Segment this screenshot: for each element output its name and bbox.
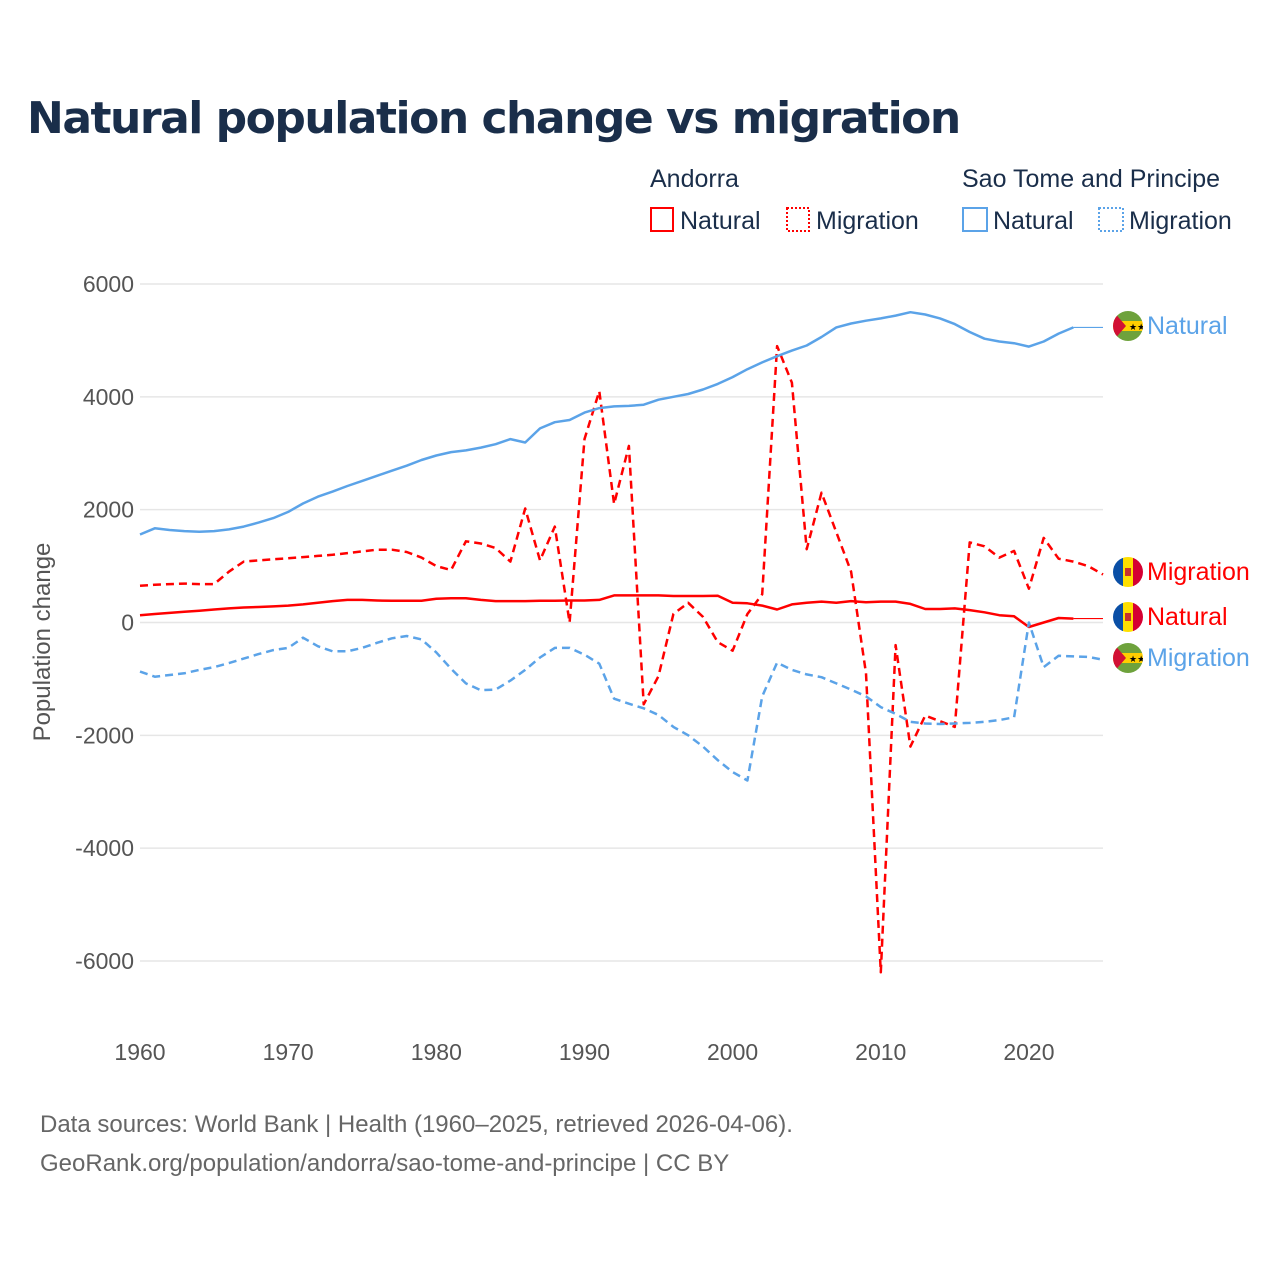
legend-label-andorra-natural[interactable]: Natural [680, 207, 761, 235]
series-line-andorra-migration[interactable] [139, 344, 1104, 974]
x-tick-label: 2000 [707, 1039, 758, 1065]
y-tick-label: -4000 [75, 835, 134, 861]
y-tick-label: -2000 [75, 722, 134, 748]
legend-swatch-sao-tome-migration[interactable] [1098, 207, 1124, 232]
legend-swatch-andorra-natural[interactable] [650, 207, 674, 232]
legend: Andorra Natural Migration Sao Tome and P… [650, 165, 1232, 235]
x-tick-label: 1970 [263, 1039, 314, 1065]
series-line-sao-tome-and-principe-natural[interactable] [139, 310, 1074, 536]
y-tick-label: 0 [121, 610, 134, 636]
x-tick-label: 2010 [855, 1039, 906, 1065]
andorra-flag-icon [1113, 602, 1143, 632]
y-axis-ticks: 6000 4000 2000 0 -2000 -4000 -6000 [75, 271, 134, 974]
sao-tome-flag-icon: ★★ [1113, 311, 1145, 341]
gridlines [140, 283, 1103, 962]
end-label-sao-tome-and-principe-natural: Natural [1147, 312, 1228, 340]
footer-sources: Data sources: World Bank | Health (1960–… [40, 1111, 793, 1138]
chart-title: Natural population change vs migration [27, 93, 960, 144]
series-line-sao-tome-and-principe-migration[interactable] [139, 621, 1104, 782]
end-label-sao-tome-and-principe-migration: Migration [1147, 644, 1250, 672]
sao-tome-flag-icon: ★★ [1113, 643, 1145, 673]
y-tick-label: -6000 [75, 948, 134, 974]
x-axis-ticks: 1960 1970 1980 1990 2000 2010 2020 [114, 1039, 1054, 1065]
legend-group-sao-tome: Sao Tome and Principe [962, 165, 1220, 193]
x-tick-label: 1980 [411, 1039, 462, 1065]
y-tick-label: 6000 [83, 271, 134, 297]
y-axis-label: Population change [29, 543, 56, 742]
svg-text:★★: ★★ [1129, 322, 1145, 332]
end-label-andorra-natural: Natural [1147, 603, 1228, 631]
y-tick-label: 2000 [83, 497, 134, 523]
legend-group-andorra: Andorra [650, 165, 739, 193]
legend-label-sao-tome-migration[interactable]: Migration [1129, 207, 1232, 235]
x-tick-label: 1990 [559, 1039, 610, 1065]
svg-text:★★: ★★ [1129, 654, 1145, 664]
footer-link[interactable]: GeoRank.org/population/andorra/sao-tome-… [40, 1150, 729, 1177]
series-lines [139, 310, 1104, 974]
legend-swatch-sao-tome-natural[interactable] [962, 207, 988, 232]
y-tick-label: 4000 [83, 384, 134, 410]
x-tick-label: 1960 [114, 1039, 165, 1065]
andorra-flag-icon [1113, 557, 1143, 587]
legend-swatch-andorra-migration[interactable] [786, 207, 810, 232]
end-label-andorra-migration: Migration [1147, 558, 1250, 586]
legend-label-andorra-migration[interactable]: Migration [816, 207, 919, 235]
legend-label-sao-tome-natural[interactable]: Natural [993, 207, 1074, 235]
x-tick-label: 2020 [1003, 1039, 1054, 1065]
series-line-andorra-natural[interactable] [139, 594, 1074, 629]
